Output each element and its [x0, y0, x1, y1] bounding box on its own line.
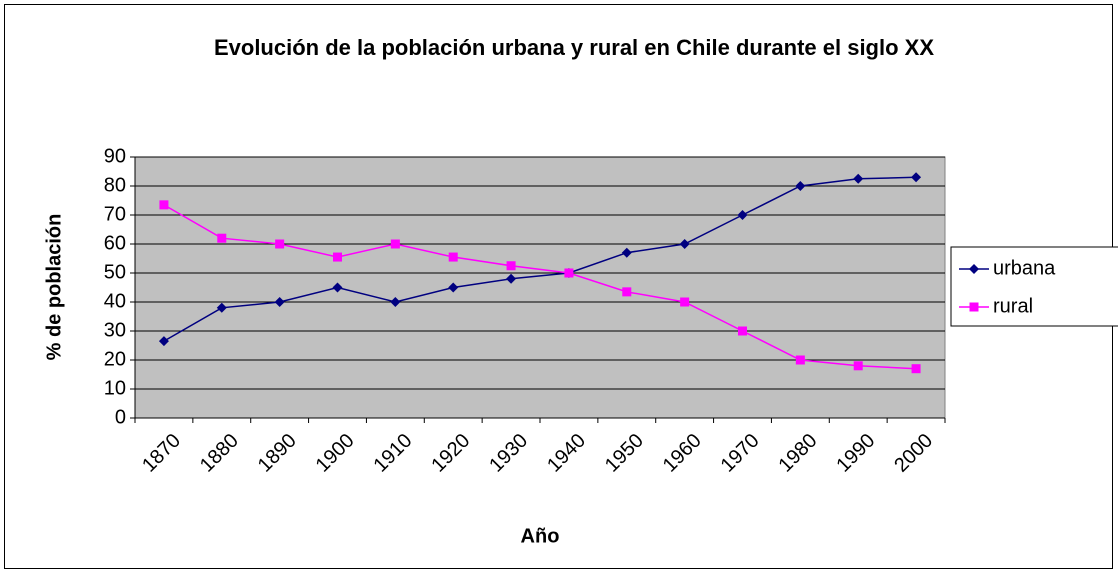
data-point — [737, 210, 748, 220]
series-line — [163, 176, 917, 342]
data-point — [621, 247, 632, 258]
y-tick-label: 90 — [104, 145, 126, 167]
series-line — [163, 204, 917, 370]
chart-title: Evolución de la población urbana y rural… — [213, 35, 935, 60]
y-axis-label: % de población — [43, 214, 65, 361]
y-tick-label: 30 — [104, 319, 126, 341]
data-point — [679, 239, 690, 249]
data-point — [217, 233, 227, 243]
data-point — [448, 252, 458, 262]
data-point — [333, 252, 342, 262]
y-tick-label: 40 — [104, 290, 126, 312]
data-point — [448, 282, 459, 293]
legend-label: rural — [993, 295, 1033, 317]
legend-box — [950, 246, 1118, 327]
data-point — [853, 361, 863, 371]
data-point — [390, 297, 401, 307]
data-point — [390, 239, 400, 249]
y-tick-label: 50 — [104, 261, 126, 283]
y-tick-label: 60 — [104, 232, 126, 254]
data-point — [159, 200, 169, 210]
data-point — [911, 172, 922, 183]
x-axis-label: Año — [521, 525, 560, 547]
y-tick-label: 80 — [104, 174, 126, 196]
data-point — [506, 273, 517, 284]
y-tick-label: 10 — [104, 377, 126, 399]
data-point — [680, 297, 690, 307]
data-point — [158, 336, 169, 347]
legend-label: urbana — [993, 257, 1056, 279]
data-point — [564, 268, 574, 278]
data-point — [911, 364, 921, 374]
legend-marker — [969, 302, 979, 312]
data-point — [853, 173, 864, 184]
data-point — [274, 297, 285, 307]
data-point — [622, 287, 632, 297]
plot-area — [134, 156, 946, 419]
data-point — [738, 326, 747, 336]
data-point — [216, 302, 227, 313]
data-point — [332, 282, 343, 293]
y-tick-label: 20 — [104, 348, 126, 370]
y-tick-label: 0 — [115, 406, 126, 428]
legend-marker — [969, 264, 979, 274]
data-point — [275, 239, 285, 249]
data-point — [795, 355, 805, 365]
data-point — [506, 261, 516, 271]
y-tick-label: 70 — [104, 203, 126, 225]
data-point — [795, 181, 806, 191]
